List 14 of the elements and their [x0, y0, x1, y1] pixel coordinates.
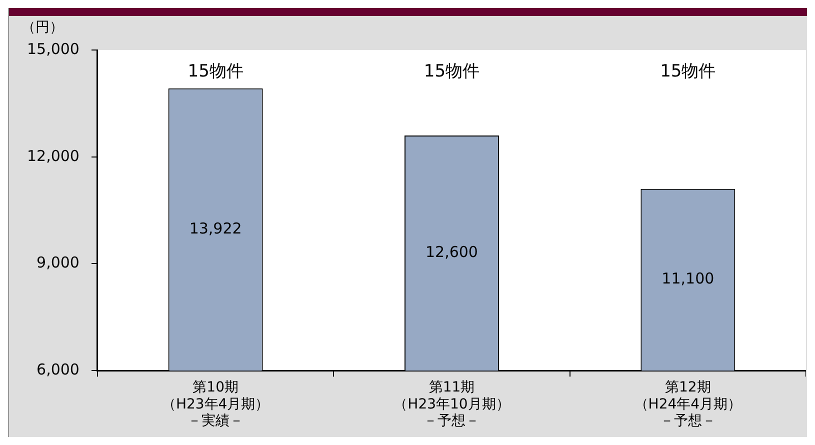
annotation: 15物件: [424, 61, 480, 82]
y-tick-label: 15,000: [26, 40, 80, 58]
data-label: 13,922: [189, 219, 242, 238]
data-label: 12,600: [425, 242, 478, 261]
annotation: 15物件: [660, 61, 716, 82]
y-axis-title: （円）: [21, 20, 64, 36]
y-tick-label: 6,000: [36, 360, 80, 378]
x-tick-label: 第11期（H23年10月期）－予想－: [394, 380, 510, 430]
data-label: 11,100: [662, 270, 714, 288]
y-tick-label: 12,000: [26, 146, 80, 165]
x-tick-label: 第12期（H24年4月期）－予想－: [634, 380, 742, 430]
y-tick-label: 9,000: [36, 254, 80, 272]
x-tick-label: 第10期（H23年4月期）－実績－: [162, 380, 270, 430]
annotation: 15物件: [188, 61, 244, 82]
